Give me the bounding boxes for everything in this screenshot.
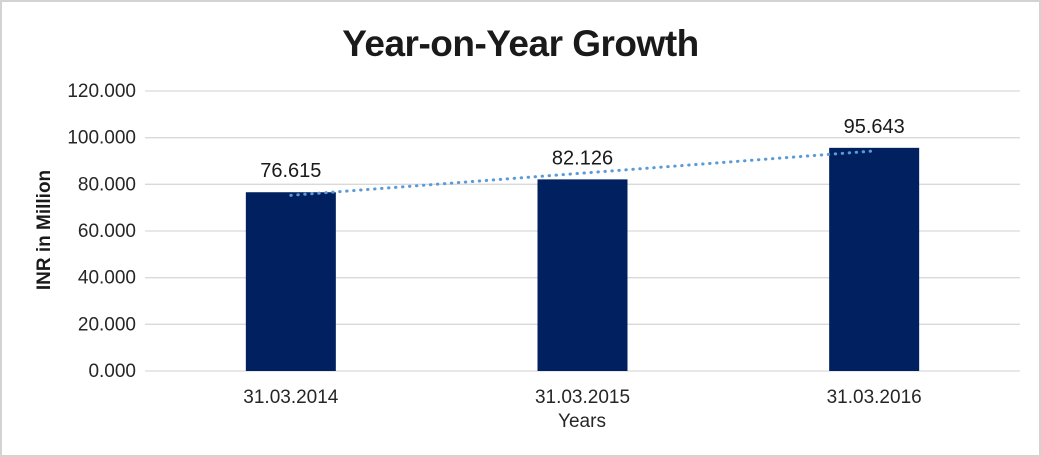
bar-value-label: 82.126 [552, 147, 613, 169]
y-tick-label: 120.000 [67, 81, 136, 102]
bar [829, 147, 920, 371]
y-tick-label: 0.000 [88, 361, 136, 382]
y-tick-label: 100.000 [67, 128, 136, 149]
y-tick-label: 20.000 [78, 314, 136, 335]
x-tick-label: 31.03.2015 [535, 387, 630, 408]
chart-title: Year-on-Year Growth [342, 23, 699, 64]
bar-value-label: 76.615 [260, 160, 321, 182]
y-tick-label: 80.000 [78, 174, 136, 195]
x-tick-label: 31.03.2016 [827, 387, 922, 408]
bar-value-label: 95.643 [844, 116, 905, 138]
x-axis-title: Years [558, 411, 606, 432]
x-tick-label: 31.03.2014 [243, 387, 339, 408]
trendline [289, 149, 876, 197]
y-tick-label: 60.000 [78, 221, 136, 242]
y-tick-label: 40.000 [78, 268, 136, 289]
bar [537, 179, 628, 371]
bar [245, 192, 336, 371]
